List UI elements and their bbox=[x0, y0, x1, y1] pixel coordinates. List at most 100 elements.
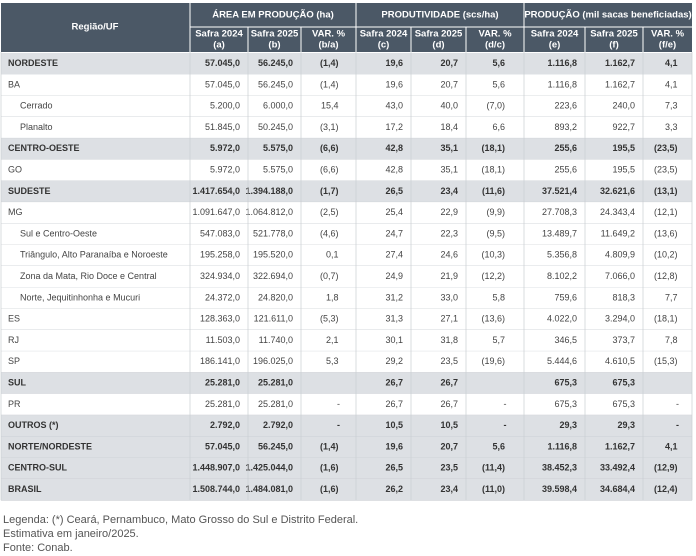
column-header: Safra 2025 bbox=[415, 29, 463, 40]
row-bg bbox=[1, 287, 692, 309]
cell: 10,5 bbox=[440, 420, 458, 430]
cell: 24,7 bbox=[385, 228, 403, 238]
cell: 35,1 bbox=[440, 143, 458, 153]
cell: 13.489,7 bbox=[542, 228, 577, 238]
row-bg bbox=[1, 457, 692, 479]
cell: 23,5 bbox=[440, 356, 458, 366]
cell: 1.162,7 bbox=[605, 58, 635, 68]
row-label: NORTE/NORDESTE bbox=[8, 441, 92, 451]
cell: 893,2 bbox=[554, 122, 577, 132]
cell: (6,6) bbox=[320, 143, 339, 153]
row-label: BA bbox=[8, 79, 20, 89]
column-header: Safra 2024 bbox=[360, 29, 408, 40]
cell: 1.116,8 bbox=[547, 441, 577, 451]
cell: (10,3) bbox=[481, 250, 505, 260]
cell: 1.162,7 bbox=[605, 79, 635, 89]
column-header: VAR. % bbox=[478, 29, 512, 40]
column-code: (b) bbox=[268, 40, 280, 51]
cell: 26,7 bbox=[440, 399, 458, 409]
group-header: PRODUÇÃO (mil sacas beneficiadas) bbox=[524, 10, 691, 21]
cell: 31,3 bbox=[385, 314, 403, 324]
cell: 4.610,5 bbox=[605, 356, 635, 366]
cell: 26,7 bbox=[385, 378, 403, 388]
cell: (15,3) bbox=[654, 356, 678, 366]
cell: 195,5 bbox=[612, 143, 635, 153]
row-bg bbox=[1, 74, 692, 96]
cell: (23,5) bbox=[654, 143, 678, 153]
row-bg bbox=[1, 329, 692, 352]
row-label: Norte, Jequitinhonha e Mucuri bbox=[20, 292, 140, 302]
cell: 5.356,8 bbox=[547, 250, 577, 260]
cell: 24,6 bbox=[440, 250, 458, 260]
cell: 23,4 bbox=[440, 484, 458, 494]
cell: 3.294,0 bbox=[605, 314, 635, 324]
row-bg bbox=[1, 202, 692, 224]
cell: 20,7 bbox=[440, 79, 458, 89]
cell: 5.200,0 bbox=[210, 101, 240, 111]
row-bg bbox=[1, 351, 692, 373]
column-code: (f) bbox=[609, 40, 619, 51]
cell: (1,6) bbox=[320, 484, 339, 494]
column-header: Safra 2024 bbox=[531, 29, 579, 40]
cell: 759,6 bbox=[554, 292, 577, 302]
cell: 38.452,3 bbox=[542, 463, 577, 473]
cell: 1.116,8 bbox=[548, 79, 577, 89]
cell: 24.820,0 bbox=[258, 292, 293, 302]
cell: - bbox=[337, 420, 340, 430]
cell: 240,0 bbox=[612, 101, 635, 111]
cell: 50.245,0 bbox=[258, 122, 293, 132]
cell: 4.809,9 bbox=[605, 250, 635, 260]
cell: 7,3 bbox=[665, 101, 678, 111]
row-label: RJ bbox=[8, 335, 19, 345]
cell: 5,3 bbox=[326, 356, 339, 366]
cell: 26,5 bbox=[385, 463, 403, 473]
cell: 31,2 bbox=[385, 292, 403, 302]
cell: 21,9 bbox=[440, 271, 458, 281]
cell: 1.417.654,0 bbox=[192, 186, 240, 196]
cell: 25.281,0 bbox=[258, 399, 293, 409]
cell: (3,1) bbox=[320, 122, 339, 132]
column-code: (c) bbox=[378, 40, 390, 51]
cell: 8.102,2 bbox=[547, 271, 577, 281]
cell: 675,3 bbox=[554, 399, 577, 409]
cell: (1,4) bbox=[320, 79, 339, 89]
cell: (12,2) bbox=[481, 271, 505, 281]
cell: 26,7 bbox=[385, 399, 403, 409]
cell: 5,6 bbox=[492, 79, 505, 89]
cell: 128.363,0 bbox=[200, 314, 240, 324]
cell: 1.394.188,0 bbox=[245, 186, 293, 196]
column-code: (a) bbox=[213, 40, 225, 51]
row-bg bbox=[1, 308, 692, 330]
cell: 675,3 bbox=[554, 378, 577, 388]
row-bg bbox=[1, 116, 692, 139]
cell: 26,2 bbox=[385, 484, 403, 494]
row-bg bbox=[1, 436, 692, 458]
cell: (7,0) bbox=[486, 101, 505, 111]
cell: 22,9 bbox=[440, 207, 458, 217]
group-header: ÁREA EM PRODUÇÃO (ha) bbox=[212, 10, 334, 21]
row-bg bbox=[1, 95, 692, 117]
row-bg bbox=[1, 53, 692, 75]
cell: 57.045,0 bbox=[205, 79, 240, 89]
cell: 10,5 bbox=[385, 420, 403, 430]
cell: (1,4) bbox=[320, 58, 339, 68]
column-code: (d) bbox=[432, 40, 444, 51]
cell: 19,6 bbox=[385, 79, 403, 89]
cell: (6,6) bbox=[320, 165, 339, 175]
cell: 4,1 bbox=[665, 79, 678, 89]
row-bg bbox=[1, 393, 692, 416]
cell: 1.425.044,0 bbox=[245, 463, 293, 473]
cell: (5,3) bbox=[320, 314, 339, 324]
row-bg bbox=[1, 415, 692, 437]
cell: 31,8 bbox=[440, 335, 458, 345]
cell: (10,2) bbox=[654, 250, 678, 260]
note: Fonte: Conab. bbox=[3, 542, 73, 554]
cell: 196.025,0 bbox=[253, 356, 293, 366]
cell: (18,1) bbox=[481, 165, 505, 175]
cell: 11.649,2 bbox=[601, 228, 635, 238]
cell: 675,3 bbox=[612, 378, 635, 388]
cell: 33.492,4 bbox=[600, 463, 635, 473]
cell: 22,3 bbox=[440, 228, 458, 238]
cell: 7.066,0 bbox=[605, 271, 635, 281]
cell: 1.064.812,0 bbox=[245, 207, 293, 217]
